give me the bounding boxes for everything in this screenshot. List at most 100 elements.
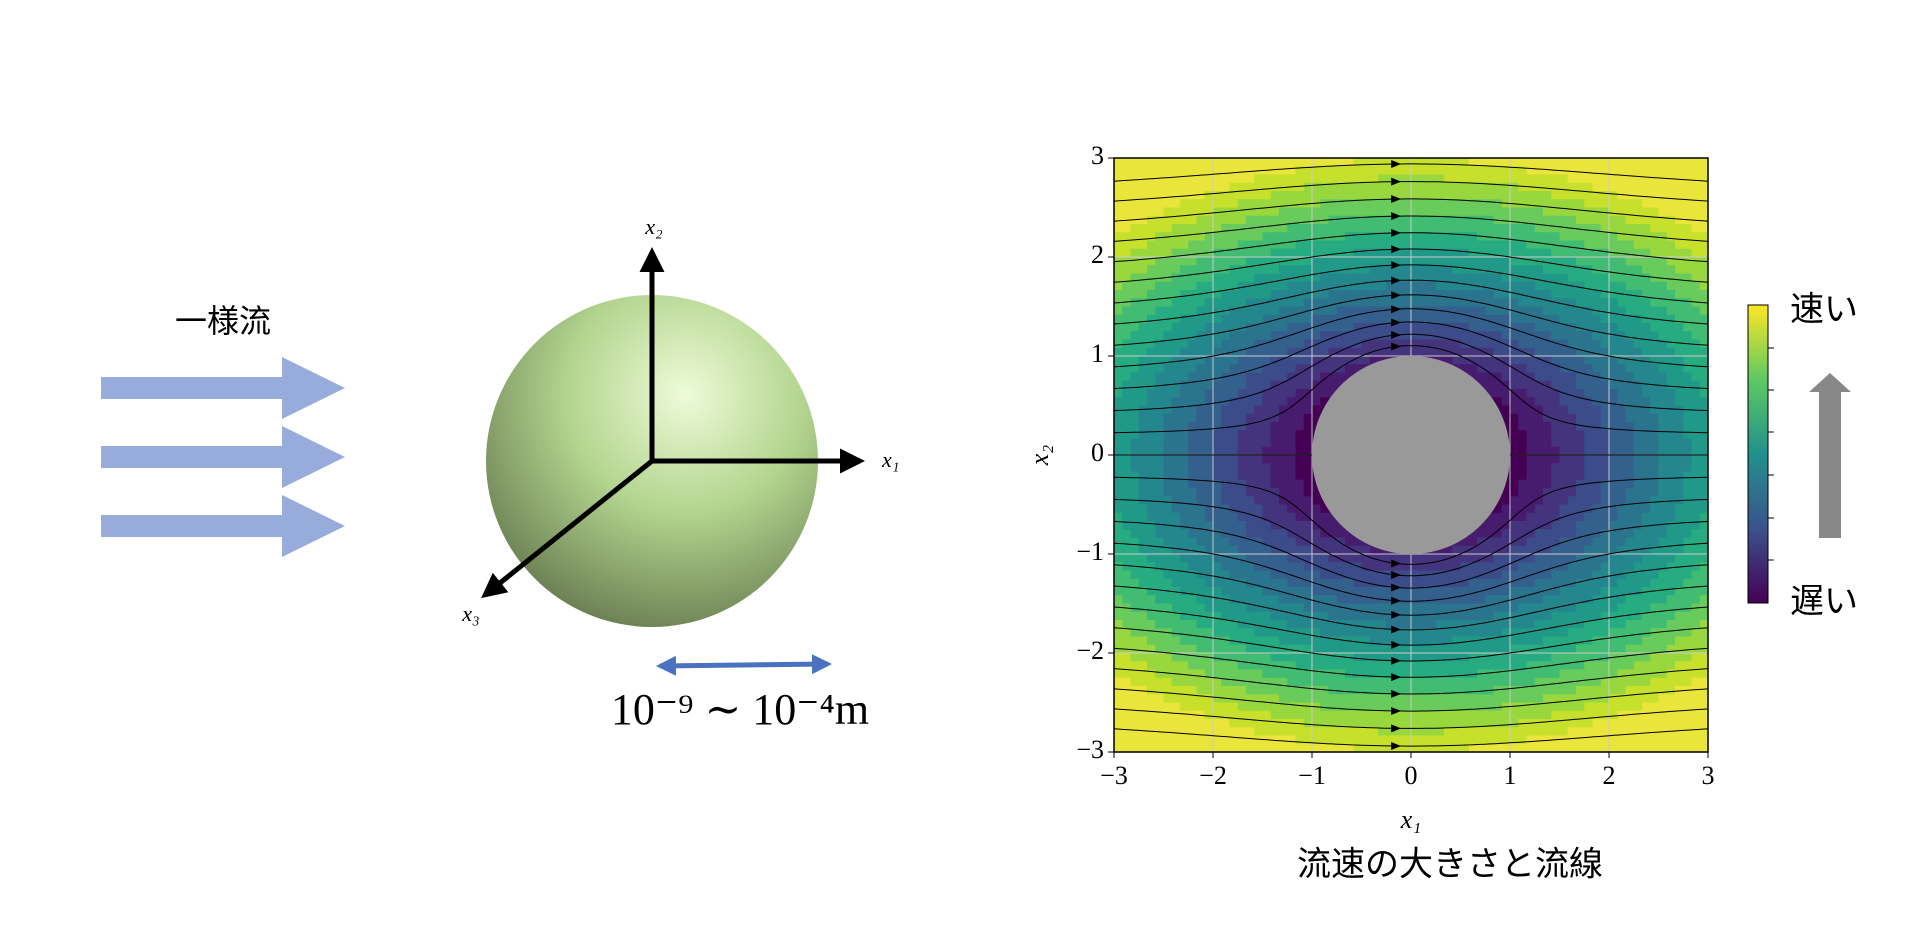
contour-cell <box>1345 323 1354 332</box>
contour-cell <box>1180 182 1189 192</box>
contour-cell <box>1237 413 1247 423</box>
contour-cell <box>1114 471 1123 481</box>
contour-cell <box>1666 290 1676 299</box>
contour-cell <box>1171 488 1181 497</box>
contour-cell <box>1312 199 1321 209</box>
contour-cell <box>1287 504 1297 514</box>
contour-cell <box>1567 471 1577 481</box>
contour-cell <box>1642 224 1651 233</box>
contour-cell <box>1262 529 1272 539</box>
contour-cell <box>1526 463 1536 473</box>
contour-cell <box>1171 743 1181 752</box>
contour-cell <box>1188 578 1198 588</box>
contour-cell <box>1229 430 1239 440</box>
contour-cell <box>1510 430 1519 440</box>
contour-cell <box>1386 653 1396 662</box>
contour-cell <box>1501 479 1511 489</box>
contour-cell <box>1501 240 1511 250</box>
contour-cell <box>1328 611 1338 621</box>
contour-cell <box>1336 182 1346 192</box>
contour-cell <box>1584 405 1594 415</box>
contour-cell <box>1666 603 1676 613</box>
contour-cell <box>1213 479 1222 489</box>
contour-cell <box>1180 446 1189 456</box>
contour-cell <box>1336 694 1346 704</box>
contour-cell <box>1328 727 1338 737</box>
contour-cell <box>1543 488 1552 497</box>
contour-cell <box>1419 265 1429 275</box>
contour-cell <box>1576 537 1585 547</box>
contour-cell <box>1435 339 1445 349</box>
contour-cell <box>1477 628 1486 638</box>
contour-cell <box>1213 397 1222 407</box>
contour-cell <box>1683 207 1693 217</box>
contour-cell <box>1303 314 1313 324</box>
contour-cell <box>1650 339 1660 349</box>
contour-cell <box>1312 694 1321 704</box>
contour-cell <box>1188 306 1198 316</box>
contour-cell <box>1543 224 1552 233</box>
contour-cell <box>1155 661 1165 671</box>
contour-cell <box>1675 397 1684 407</box>
contour-cell <box>1378 669 1387 679</box>
contour-cell <box>1254 306 1264 316</box>
contour-cell <box>1155 578 1165 588</box>
contour-cell <box>1592 496 1602 506</box>
contour-cell <box>1427 620 1437 629</box>
contour-cell <box>1576 702 1585 712</box>
contour-cell <box>1246 158 1255 167</box>
contour-cell <box>1394 603 1404 613</box>
contour-cell <box>1369 603 1379 613</box>
contour-cell <box>1576 389 1585 398</box>
contour-cell <box>1196 570 1206 580</box>
contour-cell <box>1543 248 1552 258</box>
contour-cell <box>1576 587 1585 596</box>
contour-cell <box>1493 331 1503 341</box>
contour-cell <box>1155 191 1165 200</box>
contour-cell <box>1221 158 1231 167</box>
contour-cell <box>1237 719 1247 728</box>
contour-cell <box>1378 587 1387 596</box>
contour-cell <box>1204 446 1214 456</box>
contour-cell <box>1551 430 1561 440</box>
contour-cell <box>1369 611 1379 621</box>
contour-cell <box>1254 545 1264 555</box>
contour-cell <box>1369 578 1379 588</box>
contour-cell <box>1147 314 1156 324</box>
contour-cell <box>1188 570 1198 580</box>
contour-cell <box>1666 735 1676 745</box>
contour-cell <box>1279 620 1288 629</box>
contour-cell <box>1485 545 1495 555</box>
contour-cell <box>1485 529 1495 539</box>
contour-cell <box>1171 207 1181 217</box>
contour-cell <box>1559 661 1569 671</box>
contour-cell <box>1485 512 1495 522</box>
contour-cell <box>1518 240 1528 250</box>
contour-cell <box>1617 636 1627 646</box>
contour-cell <box>1394 595 1404 605</box>
contour-cell <box>1204 438 1214 448</box>
contour-cell <box>1650 356 1660 365</box>
contour-cell <box>1163 653 1173 662</box>
contour-cell <box>1196 257 1206 266</box>
contour-cell <box>1295 438 1305 448</box>
contour-cell <box>1320 347 1330 357</box>
contour-cell <box>1402 611 1412 621</box>
contour-cell <box>1221 496 1231 506</box>
contour-cell <box>1147 405 1156 415</box>
contour-cell <box>1138 611 1148 621</box>
contour-cell <box>1204 248 1214 258</box>
contour-cell <box>1551 471 1561 481</box>
contour-cell <box>1658 743 1668 752</box>
contour-cell <box>1534 389 1544 398</box>
contour-cell <box>1675 545 1684 555</box>
contour-cell <box>1138 422 1148 431</box>
contour-cell <box>1411 570 1420 580</box>
contour-cell <box>1279 339 1288 349</box>
contour-cell <box>1666 537 1676 547</box>
contour-cell <box>1114 339 1123 349</box>
contour-cell <box>1213 628 1222 638</box>
contour-cell <box>1625 686 1635 695</box>
contour-cell <box>1617 232 1627 242</box>
contour-cell <box>1683 166 1693 176</box>
